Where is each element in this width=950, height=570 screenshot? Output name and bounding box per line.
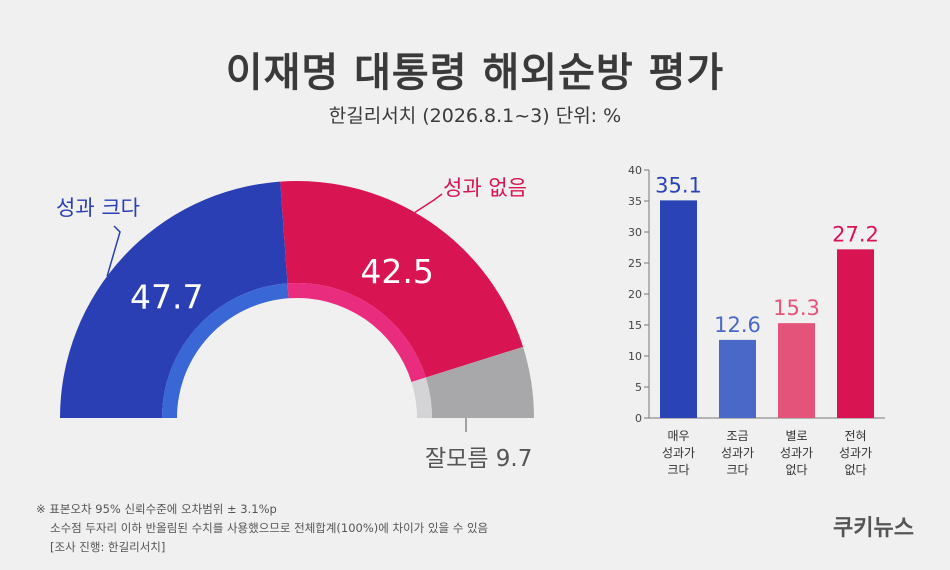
- y-tick-label: 15: [628, 319, 642, 332]
- y-tick-label: 5: [635, 381, 642, 394]
- slice-no-achievement: [280, 180, 524, 378]
- chart-subtitle: 한길리서치 (2026.8.1~3) 단위: %: [328, 105, 622, 127]
- slice-large-achievement: [60, 181, 288, 418]
- y-tick-label: 25: [628, 257, 642, 270]
- label-no-achievement: 성과 없음: [443, 176, 527, 200]
- bar-value-label-4: 27.2: [832, 222, 879, 246]
- y-tick-label: 20: [628, 288, 642, 301]
- x-tick-label-3: 성과가: [780, 446, 813, 460]
- bar-value-label-2: 12.6: [714, 313, 761, 337]
- bar-value-label-3: 15.3: [773, 296, 820, 320]
- y-tick-label: 40: [628, 164, 642, 177]
- x-tick-label-2: 크다: [726, 463, 748, 477]
- y-tick-label: 0: [635, 412, 642, 425]
- label-large-achievement: 성과 크다: [56, 196, 140, 220]
- footnote-margin-of-error: ※ 표본오차 95% 신뢰수준에 오차범위 ± 3.1%p: [36, 502, 277, 516]
- leader-line-large-achievement: [106, 225, 121, 277]
- bar-2: [719, 339, 756, 418]
- x-tick-label-4: 성과가: [839, 446, 872, 460]
- x-tick-label-4: 전혀: [844, 429, 866, 443]
- footnote-rounding: 소수점 두자리 이하 반올림된 수치를 사용했으므로 전체합계(100%)에 차…: [50, 521, 489, 535]
- bar-3: [778, 323, 815, 418]
- x-tick-label-3: 없다: [785, 463, 807, 477]
- bar-1: [660, 200, 697, 418]
- bar-value-label-1: 35.1: [655, 173, 702, 197]
- slice-dont-know: [425, 346, 534, 418]
- y-tick-label: 35: [628, 195, 642, 208]
- y-tick-label: 10: [628, 350, 642, 363]
- leader-line-no-achievement: [414, 193, 443, 214]
- label-dont-know: 잘모름 9.7: [425, 446, 532, 472]
- brand-logo: 쿠키뉴스: [833, 516, 914, 541]
- value-label-no-achievement: 42.5: [360, 252, 433, 291]
- chart-title: 이재명 대통령 해외순방 평가: [225, 50, 725, 96]
- x-tick-label-1: 매우: [667, 429, 689, 443]
- x-tick-label-2: 성과가: [721, 446, 754, 460]
- y-tick-label: 30: [628, 226, 642, 239]
- footnotes: ※ 표본오차 95% 신뢰수준에 오차범위 ± 3.1%p 소수점 두자리 이하…: [36, 500, 488, 557]
- slice-dont-know-inner-ring: [411, 377, 432, 418]
- x-tick-label-3: 별로: [785, 429, 807, 443]
- footnote-source: [조사 진행: 한길리서치]: [50, 540, 166, 554]
- value-label-large-achievement: 47.7: [130, 278, 203, 317]
- x-tick-label-2: 조금: [726, 429, 748, 443]
- slice-no-achievement-inner-ring: [287, 283, 426, 382]
- slice-large-achievement-inner-ring: [162, 283, 289, 418]
- x-tick-label-1: 크다: [667, 463, 689, 477]
- x-tick-label-1: 성과가: [662, 446, 695, 460]
- x-tick-label-4: 없다: [844, 463, 866, 477]
- bar-4: [837, 249, 874, 418]
